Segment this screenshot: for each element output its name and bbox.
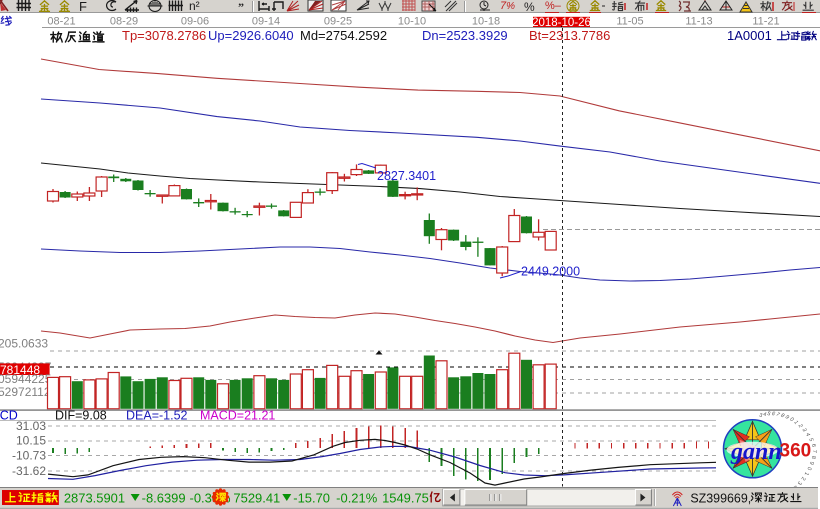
- svg-text:Md=2754.2592: Md=2754.2592: [300, 28, 387, 43]
- svg-text:DEA=-1.52: DEA=-1.52: [126, 409, 188, 423]
- svg-text:-31.62: -31.62: [12, 464, 46, 478]
- svg-text:10-10: 10-10: [398, 16, 426, 28]
- svg-text:11-21: 11-21: [752, 16, 779, 28]
- svg-text:09-06: 09-06: [181, 16, 209, 28]
- svg-text:0: 0: [788, 417, 795, 423]
- svg-text:205.0633: 205.0633: [0, 337, 48, 351]
- svg-text:9: 9: [783, 414, 790, 420]
- svg-text:08-29: 08-29: [110, 16, 138, 28]
- svg-text:1549.75: 1549.75: [382, 490, 429, 505]
- svg-text:08-21: 08-21: [47, 16, 75, 28]
- svg-text:6: 6: [770, 411, 776, 418]
- svg-text:2449.2000: 2449.2000: [521, 265, 580, 279]
- svg-text:MACD: MACD: [0, 409, 18, 423]
- svg-text:3: 3: [759, 413, 763, 420]
- svg-text:05944225: 05944225: [0, 372, 52, 386]
- svg-text:6: 6: [810, 444, 816, 447]
- svg-text:2873.5901: 2873.5901: [64, 490, 125, 505]
- svg-text:10.15: 10.15: [16, 434, 46, 448]
- svg-text:7: 7: [775, 411, 781, 418]
- svg-text:2: 2: [800, 475, 807, 481]
- svg-text:7529.41: 7529.41: [233, 490, 280, 505]
- svg-text:-15.70: -15.70: [293, 490, 330, 505]
- svg-text:-0.21%: -0.21%: [336, 490, 378, 505]
- svg-text:7: 7: [811, 450, 817, 453]
- svg-text:0: 0: [806, 466, 813, 471]
- svg-text:09-14: 09-14: [252, 16, 280, 28]
- svg-text:2827.3401: 2827.3401: [377, 169, 436, 183]
- svg-text:3: 3: [800, 428, 807, 433]
- svg-text:2: 2: [797, 423, 804, 428]
- svg-text:360: 360: [780, 441, 812, 462]
- svg-text:1: 1: [792, 420, 799, 426]
- svg-text:Up=2926.6040: Up=2926.6040: [208, 28, 294, 43]
- svg-text:781448: 781448: [0, 363, 40, 377]
- svg-text:4: 4: [792, 484, 799, 490]
- svg-text:2018-10-26: 2018-10-26: [532, 17, 591, 28]
- svg-text:52972112: 52972112: [0, 385, 51, 399]
- svg-text:DIF=9.08: DIF=9.08: [55, 409, 107, 423]
- svg-text:5: 5: [766, 411, 771, 418]
- svg-text:1A0001: 1A0001: [727, 28, 772, 43]
- svg-text:09-25: 09-25: [324, 16, 352, 28]
- svg-text:11-05: 11-05: [616, 16, 643, 28]
- svg-text:11-13: 11-13: [685, 16, 712, 28]
- svg-text:gann: gann: [730, 439, 782, 465]
- svg-text:Bt=2313.7786: Bt=2313.7786: [529, 28, 610, 43]
- svg-text:9: 9: [808, 461, 815, 465]
- svg-text:SZ399669,: SZ399669,: [690, 491, 751, 505]
- svg-text:1: 1: [803, 471, 810, 476]
- svg-text:4: 4: [762, 412, 767, 419]
- svg-text:-8.6399: -8.6399: [142, 490, 186, 505]
- svg-text:31.03: 31.03: [16, 419, 46, 433]
- svg-text:8: 8: [779, 413, 785, 420]
- svg-text:-10.73: -10.73: [12, 448, 46, 462]
- svg-text:5: 5: [807, 438, 813, 442]
- svg-text:3: 3: [796, 480, 803, 486]
- svg-text:4: 4: [804, 432, 811, 436]
- svg-text:8: 8: [810, 455, 816, 459]
- svg-text:Dn=2523.3929: Dn=2523.3929: [422, 28, 508, 43]
- svg-text:10-18: 10-18: [472, 16, 500, 28]
- svg-text:Tp=3078.2786: Tp=3078.2786: [122, 28, 206, 43]
- svg-text:MACD=21.21: MACD=21.21: [200, 409, 275, 423]
